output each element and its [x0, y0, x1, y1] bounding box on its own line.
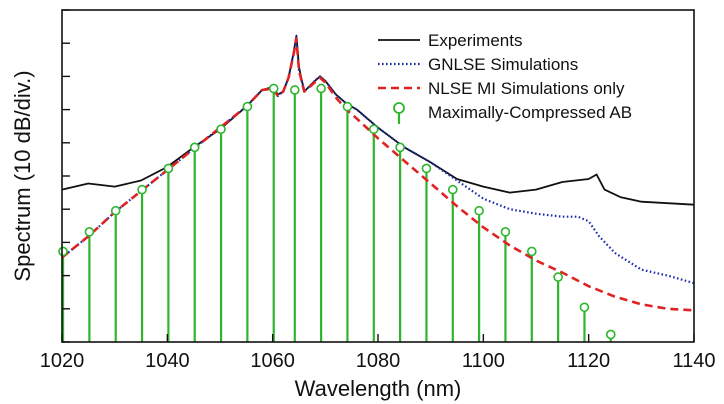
stem-marker: [526, 246, 537, 257]
stem-marker: [58, 246, 68, 257]
stem-marker: [84, 227, 95, 237]
x-tick-label: 1100: [462, 350, 505, 372]
stem-marker: [268, 83, 279, 94]
x-tick-label: 1020: [40, 350, 85, 372]
stem-marker: [447, 184, 458, 195]
stem-marker: [605, 329, 616, 340]
x-tick-label: 1120: [567, 350, 610, 372]
legend-label: GNLSE Simulations: [428, 55, 578, 74]
x-tick-label: 1060: [250, 350, 295, 372]
x-tick-label: 1140: [672, 350, 715, 372]
legend-marker: [393, 102, 405, 114]
stem-marker: [421, 163, 432, 174]
stem-marker: [216, 124, 226, 135]
stem-marker: [289, 85, 300, 95]
stem-marker: [368, 124, 379, 135]
x-axis-title: Wavelength (nm): [295, 376, 462, 401]
x-tick-label: 1040: [145, 350, 190, 372]
legend-label: Maximally-Compressed AB: [428, 103, 632, 122]
axis-ticks: 1020 1040 1060 1080 1100 1120 1140: [40, 9, 716, 372]
stem-marker: [342, 101, 353, 112]
stem-marker: [316, 83, 326, 94]
x-tick-label: 1080: [356, 350, 401, 372]
legend-label: Experiments: [428, 31, 522, 50]
stem-marker: [137, 184, 147, 195]
stem-marker: [395, 142, 405, 153]
stem-marker: [163, 163, 174, 174]
stem-marker: [474, 205, 484, 216]
y-axis-title: Spectrum (10 dB/div.): [10, 70, 35, 281]
stem-marker: [553, 272, 563, 282]
plot-content: [58, 34, 695, 342]
legend: Experiments GNLSE Simulations NLSE MI Simu…: [378, 31, 632, 124]
stem-marker: [579, 302, 590, 313]
series-line-nlse-mi-simulations-only: [61, 37, 695, 312]
legend-label: NLSE MI Simulations only: [428, 79, 625, 98]
stem-marker: [189, 142, 200, 153]
stem-marker: [242, 101, 253, 112]
stem-marker: [500, 227, 511, 237]
stem-marker: [110, 205, 121, 216]
